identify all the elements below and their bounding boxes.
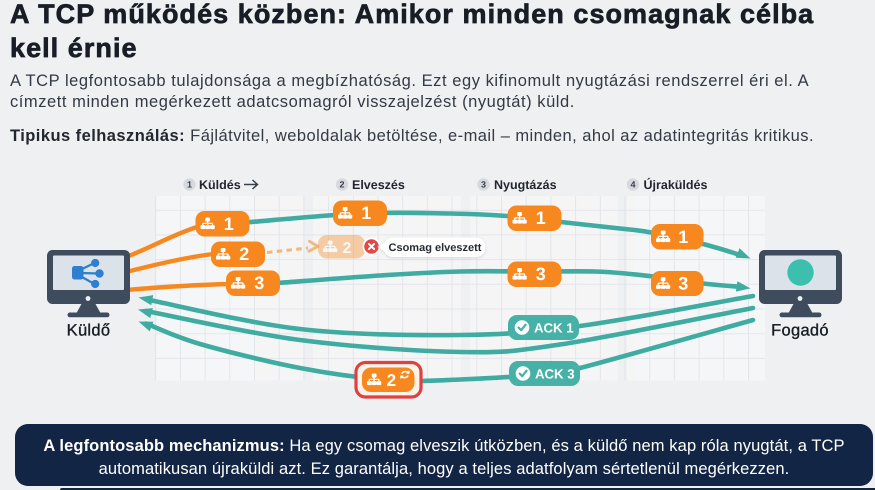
svg-text:2: 2 bbox=[343, 240, 352, 257]
svg-text:2: 2 bbox=[387, 371, 396, 390]
svg-text:4: 4 bbox=[630, 180, 635, 190]
svg-text:1: 1 bbox=[678, 227, 688, 247]
svg-text:Elveszés: Elveszés bbox=[352, 178, 405, 192]
svg-text:Küldés: Küldés bbox=[199, 178, 241, 192]
svg-text:ACK 1: ACK 1 bbox=[534, 320, 574, 335]
svg-text:Újraküldés: Újraküldés bbox=[644, 177, 708, 192]
svg-text:1: 1 bbox=[361, 203, 371, 223]
svg-text:Nyugtázás: Nyugtázás bbox=[494, 178, 557, 192]
svg-text:1: 1 bbox=[187, 180, 192, 190]
svg-text:2: 2 bbox=[339, 180, 344, 190]
svg-text:1: 1 bbox=[224, 214, 234, 234]
svg-text:3: 3 bbox=[678, 274, 688, 294]
svg-text:ACK 3: ACK 3 bbox=[535, 366, 575, 381]
svg-text:3: 3 bbox=[254, 273, 264, 293]
svg-text:Fogadó: Fogadó bbox=[771, 322, 829, 340]
svg-text:3: 3 bbox=[536, 264, 546, 284]
svg-text:Csomag elveszett: Csomag elveszett bbox=[389, 242, 482, 254]
svg-text:3: 3 bbox=[481, 180, 486, 190]
svg-text:2: 2 bbox=[239, 244, 249, 264]
svg-text:1: 1 bbox=[536, 208, 546, 228]
svg-text:Küldő: Küldő bbox=[67, 322, 111, 340]
